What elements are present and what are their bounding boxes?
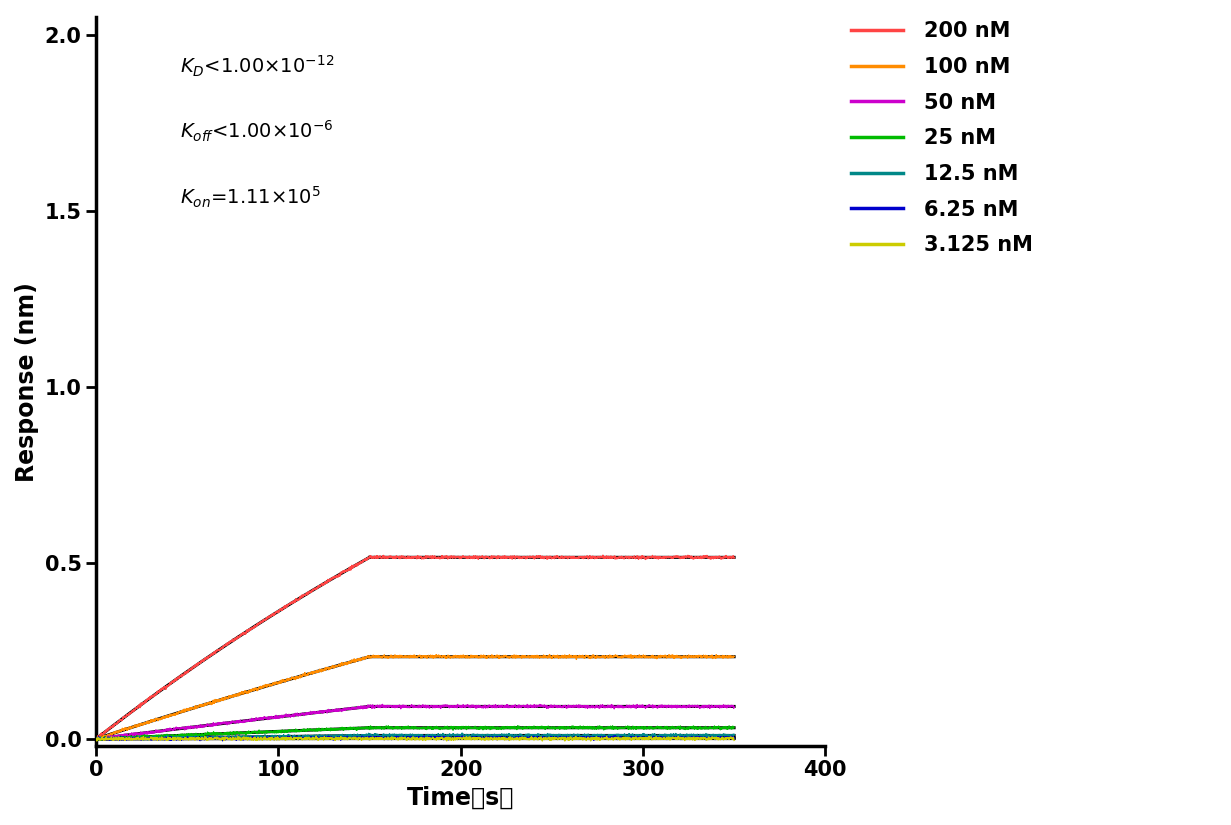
- Text: $K_D$<1.00×10$^{-12}$: $K_D$<1.00×10$^{-12}$: [180, 54, 335, 79]
- Y-axis label: Response (nm): Response (nm): [15, 281, 39, 482]
- Text: $K_{off}$<1.00×10$^{-6}$: $K_{off}$<1.00×10$^{-6}$: [180, 120, 334, 144]
- X-axis label: Time（s）: Time（s）: [407, 786, 515, 810]
- Text: $K_{on}$=1.11×10$^{5}$: $K_{on}$=1.11×10$^{5}$: [180, 185, 321, 210]
- Legend: 200 nM, 100 nM, 50 nM, 25 nM, 12.5 nM, 6.25 nM, 3.125 nM: 200 nM, 100 nM, 50 nM, 25 nM, 12.5 nM, 6…: [843, 13, 1041, 263]
